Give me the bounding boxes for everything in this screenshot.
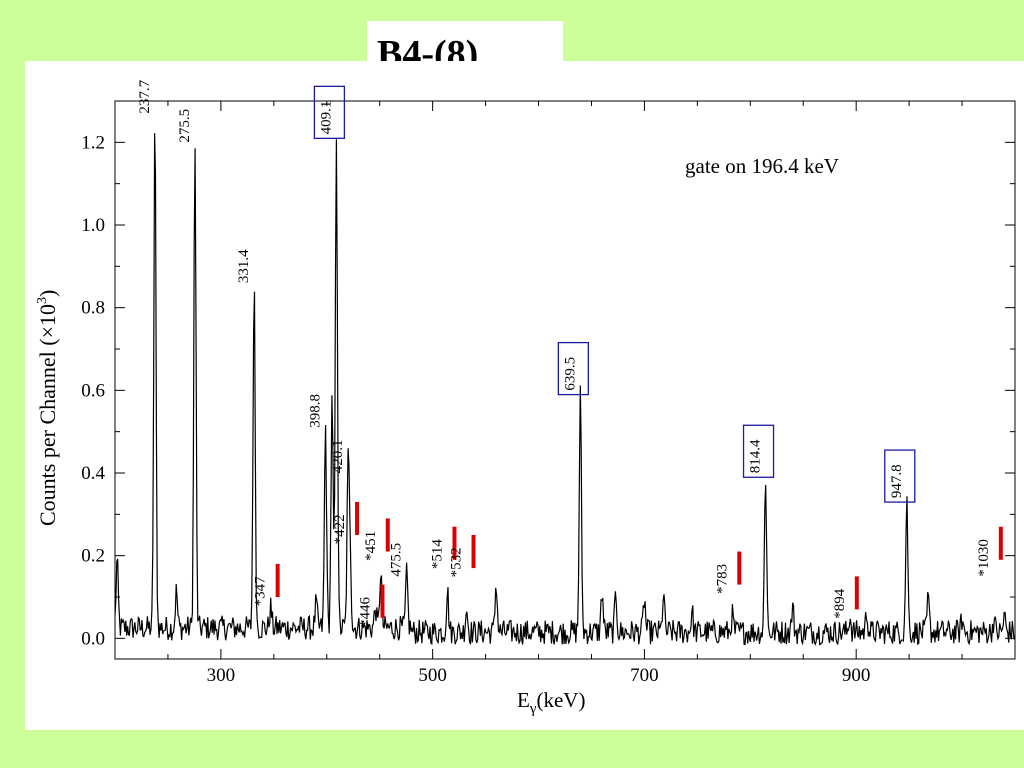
x-tick-label: 300 <box>207 665 236 686</box>
starred-label-group: *422 <box>332 514 348 544</box>
peak-label-box <box>884 449 916 503</box>
peak-label: 420.1 <box>330 440 346 474</box>
x-axis-label-main: E <box>517 688 530 712</box>
y-tick-label: 0.8 <box>81 298 105 319</box>
axis-ticks <box>115 101 1016 659</box>
peak-label-group: 275.5 <box>177 109 193 143</box>
x-axis-label-unit: (keV) <box>536 688 585 712</box>
peak-label-group: 331.4 <box>236 249 252 283</box>
peak-label: 475.5 <box>389 543 405 577</box>
peak-labels: 237.7 275.5 331.4 398.8 409.1 420.1 475.5 639.5… <box>137 79 916 577</box>
starred-label: *532 <box>449 547 465 577</box>
peak-label-group: 639.5 <box>557 341 590 396</box>
y-axis-label-main: Counts per Channel (×10 <box>35 304 60 526</box>
peak-label-group: 409.1 <box>313 85 346 139</box>
peak-label: 237.7 <box>137 79 153 113</box>
x-tick-label: 500 <box>418 665 447 686</box>
y-tick-label: 0.2 <box>81 546 105 567</box>
y-axis-label-sup: 3 <box>35 297 50 304</box>
starred-label: *451 <box>363 531 379 561</box>
starred-label: *1030 <box>976 539 992 577</box>
peak-label-box <box>557 341 590 396</box>
peak-label-group: 947.8 <box>884 449 916 503</box>
starred-lines: *347 *422 *446 *451 *514 *532 *783 *894 *1030 <box>253 501 1003 628</box>
peak-label-group: 814.4 <box>742 424 775 478</box>
peak-label: 639.5 <box>562 357 578 391</box>
peak-label: 947.8 <box>889 464 905 498</box>
starred-label: *422 <box>332 514 348 544</box>
peak-label-box <box>313 85 346 139</box>
starred-label-group: *446 <box>357 597 373 628</box>
starred-label: *514 <box>429 539 445 570</box>
gate-annotation: gate on 196.4 keV <box>685 154 839 178</box>
y-tick-labels: 0.0 0.2 0.4 0.6 0.8 1.0 1.2 <box>81 132 105 649</box>
y-tick-label: 0.0 <box>81 628 105 649</box>
x-tick-labels: 300 500 700 900 <box>207 665 871 686</box>
starred-label-group: *783 <box>714 564 730 594</box>
starred-label: *347 <box>253 576 269 607</box>
y-tick-label: 1.2 <box>81 132 105 153</box>
y-axis-label: Counts per Channel (×103) <box>35 290 60 526</box>
peak-label: 331.4 <box>236 249 252 283</box>
x-axis-label: Eγ(keV) <box>517 688 585 717</box>
y-tick-label: 0.4 <box>81 463 105 484</box>
spectrum-trace <box>114 133 1015 646</box>
peak-label: 814.4 <box>748 439 764 473</box>
y-axis-label-end: ) <box>35 290 60 297</box>
x-tick-label: 900 <box>842 665 871 686</box>
peak-label-group: 398.8 <box>307 394 323 428</box>
peak-label: 275.5 <box>177 109 193 143</box>
y-tick-label: 0.6 <box>81 380 105 401</box>
peak-label-group: 475.5 <box>389 543 405 577</box>
y-tick-label: 1.0 <box>81 215 105 236</box>
starred-label-group: *347 <box>253 576 269 607</box>
starred-label-group: *1030 <box>976 539 992 577</box>
starred-label-group: *894 <box>832 588 848 619</box>
starred-label: *783 <box>714 564 730 594</box>
starred-label-group: *451 <box>363 531 379 561</box>
starred-label: *894 <box>832 588 848 619</box>
starred-label-group: *514 <box>429 539 445 570</box>
x-tick-label: 700 <box>630 665 659 686</box>
plot-frame <box>114 100 1016 660</box>
peak-label: 398.8 <box>307 394 323 428</box>
peak-label-group: 420.1 <box>330 440 346 474</box>
chart-panel: 300 500 700 900 0.0 0.2 0.4 0.6 0.8 1.0 1.2 *347 *… <box>25 61 1024 730</box>
peak-label: 409.1 <box>318 101 334 135</box>
peak-label-group: 237.7 <box>137 79 153 113</box>
starred-label-group: *532 <box>449 547 465 577</box>
x-axis-label-sub: γ <box>529 701 537 717</box>
gamma-spectrum-chart: 300 500 700 900 0.00.20.40.60.81.01.2 *347*… <box>35 79 1016 717</box>
starred-label: *446 <box>357 597 373 628</box>
peak-label-box <box>742 424 775 478</box>
